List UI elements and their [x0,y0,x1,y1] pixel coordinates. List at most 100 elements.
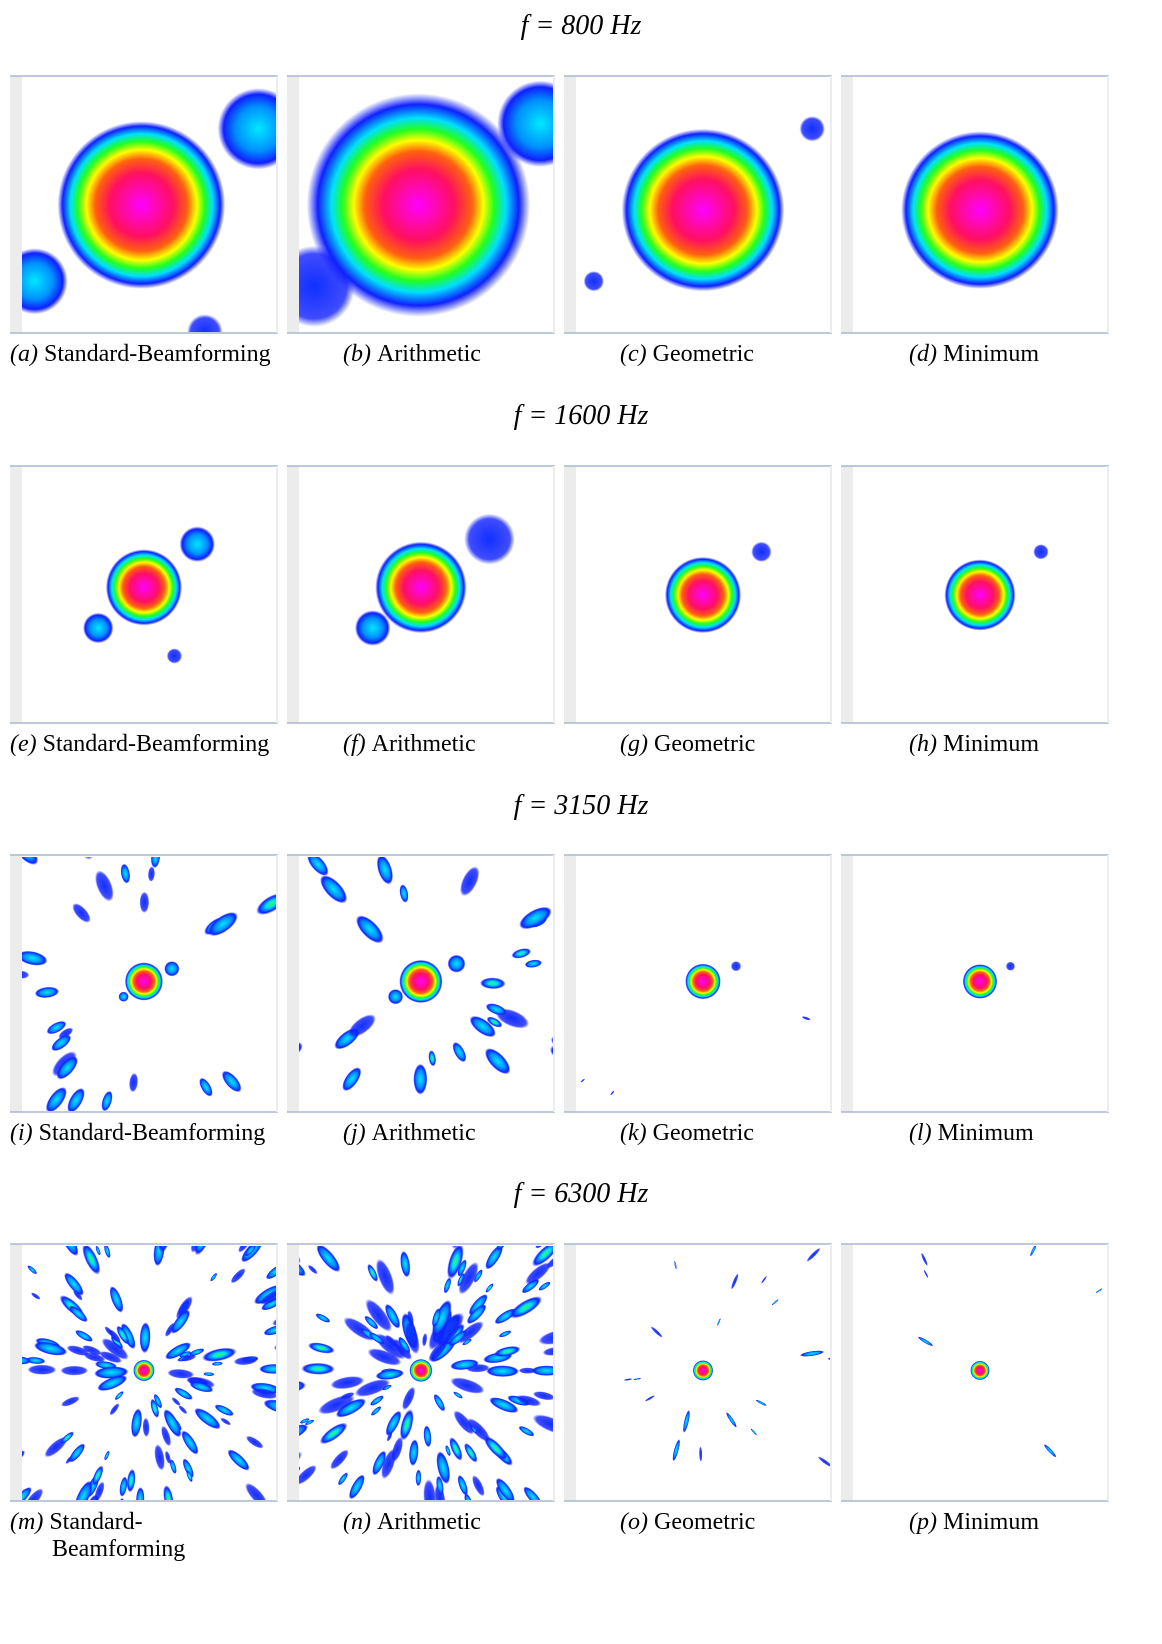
side-lobe [222,1213,239,1235]
panel-right-strip [276,1244,278,1501]
side-lobe [408,1439,419,1467]
panel-right-strip [553,1244,555,1501]
side-lobe [182,1458,194,1479]
side-lobe [457,1475,468,1496]
side-lobe [179,526,216,562]
side-lobe [154,1444,165,1471]
row-title: f = 3150 Hz [513,790,649,821]
side-lobe [400,1250,411,1278]
side-lobe [179,1351,192,1358]
main-source [57,121,226,289]
side-lobe [163,1485,174,1500]
side-lobe [453,1410,475,1435]
side-lobe [235,1403,268,1421]
side-lobe [171,1397,181,1406]
side-lobe [307,1264,318,1275]
side-lobe [170,1309,191,1334]
side-lobe [485,1283,494,1293]
side-lobe [217,88,276,170]
side-lobe [318,1394,355,1415]
main-source [970,1360,990,1381]
side-lobe [453,1143,475,1179]
side-lobe [1078,1213,1083,1219]
side-lobe [109,1403,120,1416]
side-lobe [457,1259,467,1277]
side-lobe [22,950,48,966]
panel-right-strip [1107,76,1109,333]
side-lobe [472,1475,485,1497]
side-lobe [368,1332,385,1345]
main-source [901,131,1059,289]
side-lobe [256,893,276,915]
side-lobe [64,1224,72,1235]
panel-right-strip [830,855,832,1112]
side-lobe [370,1395,384,1406]
side-lobe [771,1299,779,1306]
side-lobe [263,1399,276,1415]
main-source [664,556,742,634]
side-lobe [376,857,394,885]
panel-label: (e) [10,731,37,757]
beamforming-map [917,1213,1103,1458]
side-lobe [683,1409,690,1433]
side-lobe [187,314,223,332]
side-lobe [126,1468,136,1493]
panel-caption-text: Arithmetic [376,1509,481,1535]
side-lobe [367,1348,402,1366]
side-lobe [495,1485,512,1500]
side-lobe [391,1436,403,1462]
side-lobe [31,1292,41,1300]
panel-right-strip [276,855,278,1112]
main-source [685,963,721,1000]
side-lobe [447,954,466,973]
panel-label: (b) [343,341,371,367]
side-lobe [375,1258,395,1296]
side-lobe [469,1015,496,1038]
side-lobe [299,1255,306,1277]
side-lobe [354,610,391,646]
side-lobe [423,1425,432,1448]
side-lobe [451,1246,464,1250]
side-lobe [22,1356,32,1365]
side-lobe [445,1445,451,1457]
side-lobe [175,1296,193,1320]
side-lobe [484,1048,511,1075]
side-lobe [385,1334,399,1348]
side-lobe [518,1367,537,1374]
side-lobe [437,1312,465,1347]
side-lobe [342,1067,362,1092]
side-lobe [263,1324,276,1336]
side-lobe [524,959,542,968]
panel-frame-strip [10,855,22,1112]
side-lobe [181,1430,199,1455]
side-lobe [201,1347,237,1362]
panel-right-strip [276,466,278,723]
side-lobe [118,991,129,1002]
side-lobe [119,1476,128,1497]
panel-caption: (l) Minimum [909,1120,1034,1147]
side-lobe [452,1042,467,1063]
beamforming-map [962,961,1016,999]
side-lobe [674,1260,677,1270]
side-lobe [532,1391,553,1401]
panel-caption-text: Geometric [653,1509,756,1535]
panel-label: (h) [909,731,937,757]
side-lobe [174,1387,193,1400]
side-lobe [429,1144,448,1180]
side-lobe [431,1308,441,1328]
side-lobe [319,1422,348,1445]
side-lobe [405,1321,420,1355]
panel-right-strip [830,76,832,333]
panel-label: (f) [343,731,366,757]
side-lobe [97,822,108,840]
panel-right-strip [830,466,832,723]
side-lobe [433,1393,446,1412]
panel-frame-strip [10,76,22,333]
side-lobe [917,1336,934,1347]
panel-caption: (e) Standard-Beamforming [10,731,269,758]
side-lobe [751,541,772,562]
side-lobe [265,859,286,878]
panel-caption-text: Standard-Beamforming [43,341,271,367]
